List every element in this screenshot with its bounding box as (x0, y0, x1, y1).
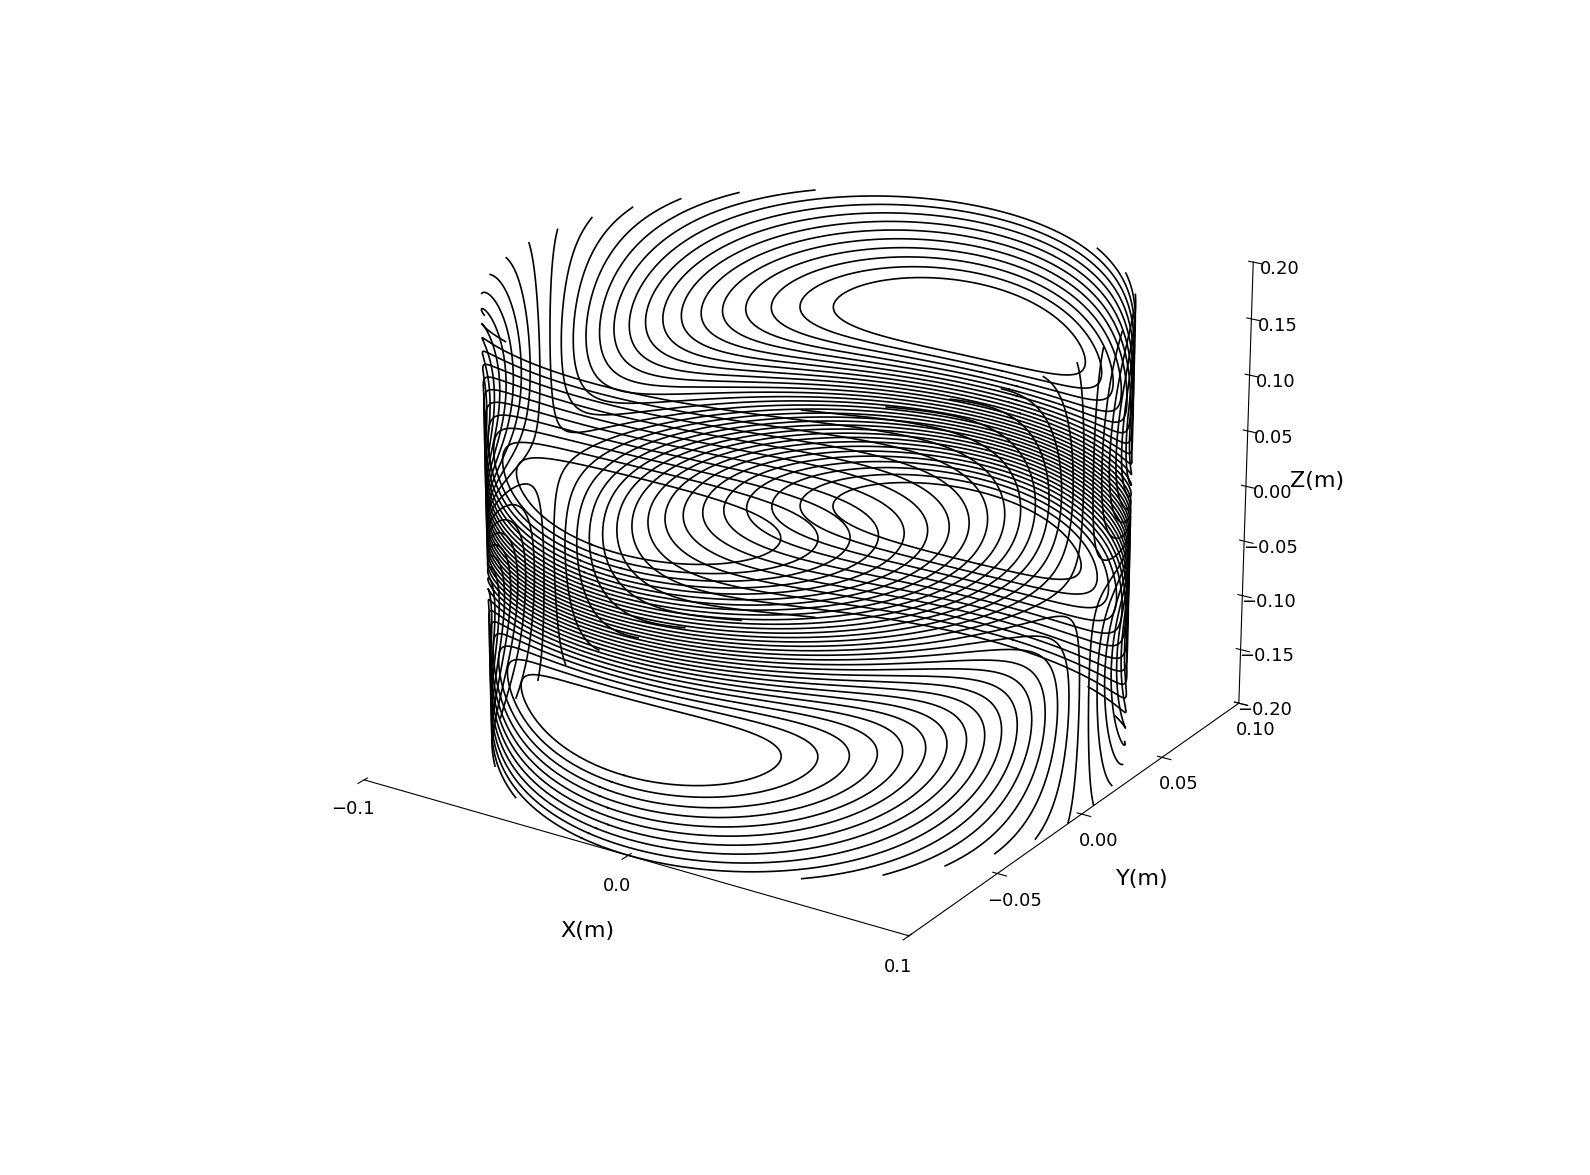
Y-axis label: Y(m): Y(m) (1116, 870, 1169, 889)
X-axis label: X(m): X(m) (560, 921, 614, 941)
